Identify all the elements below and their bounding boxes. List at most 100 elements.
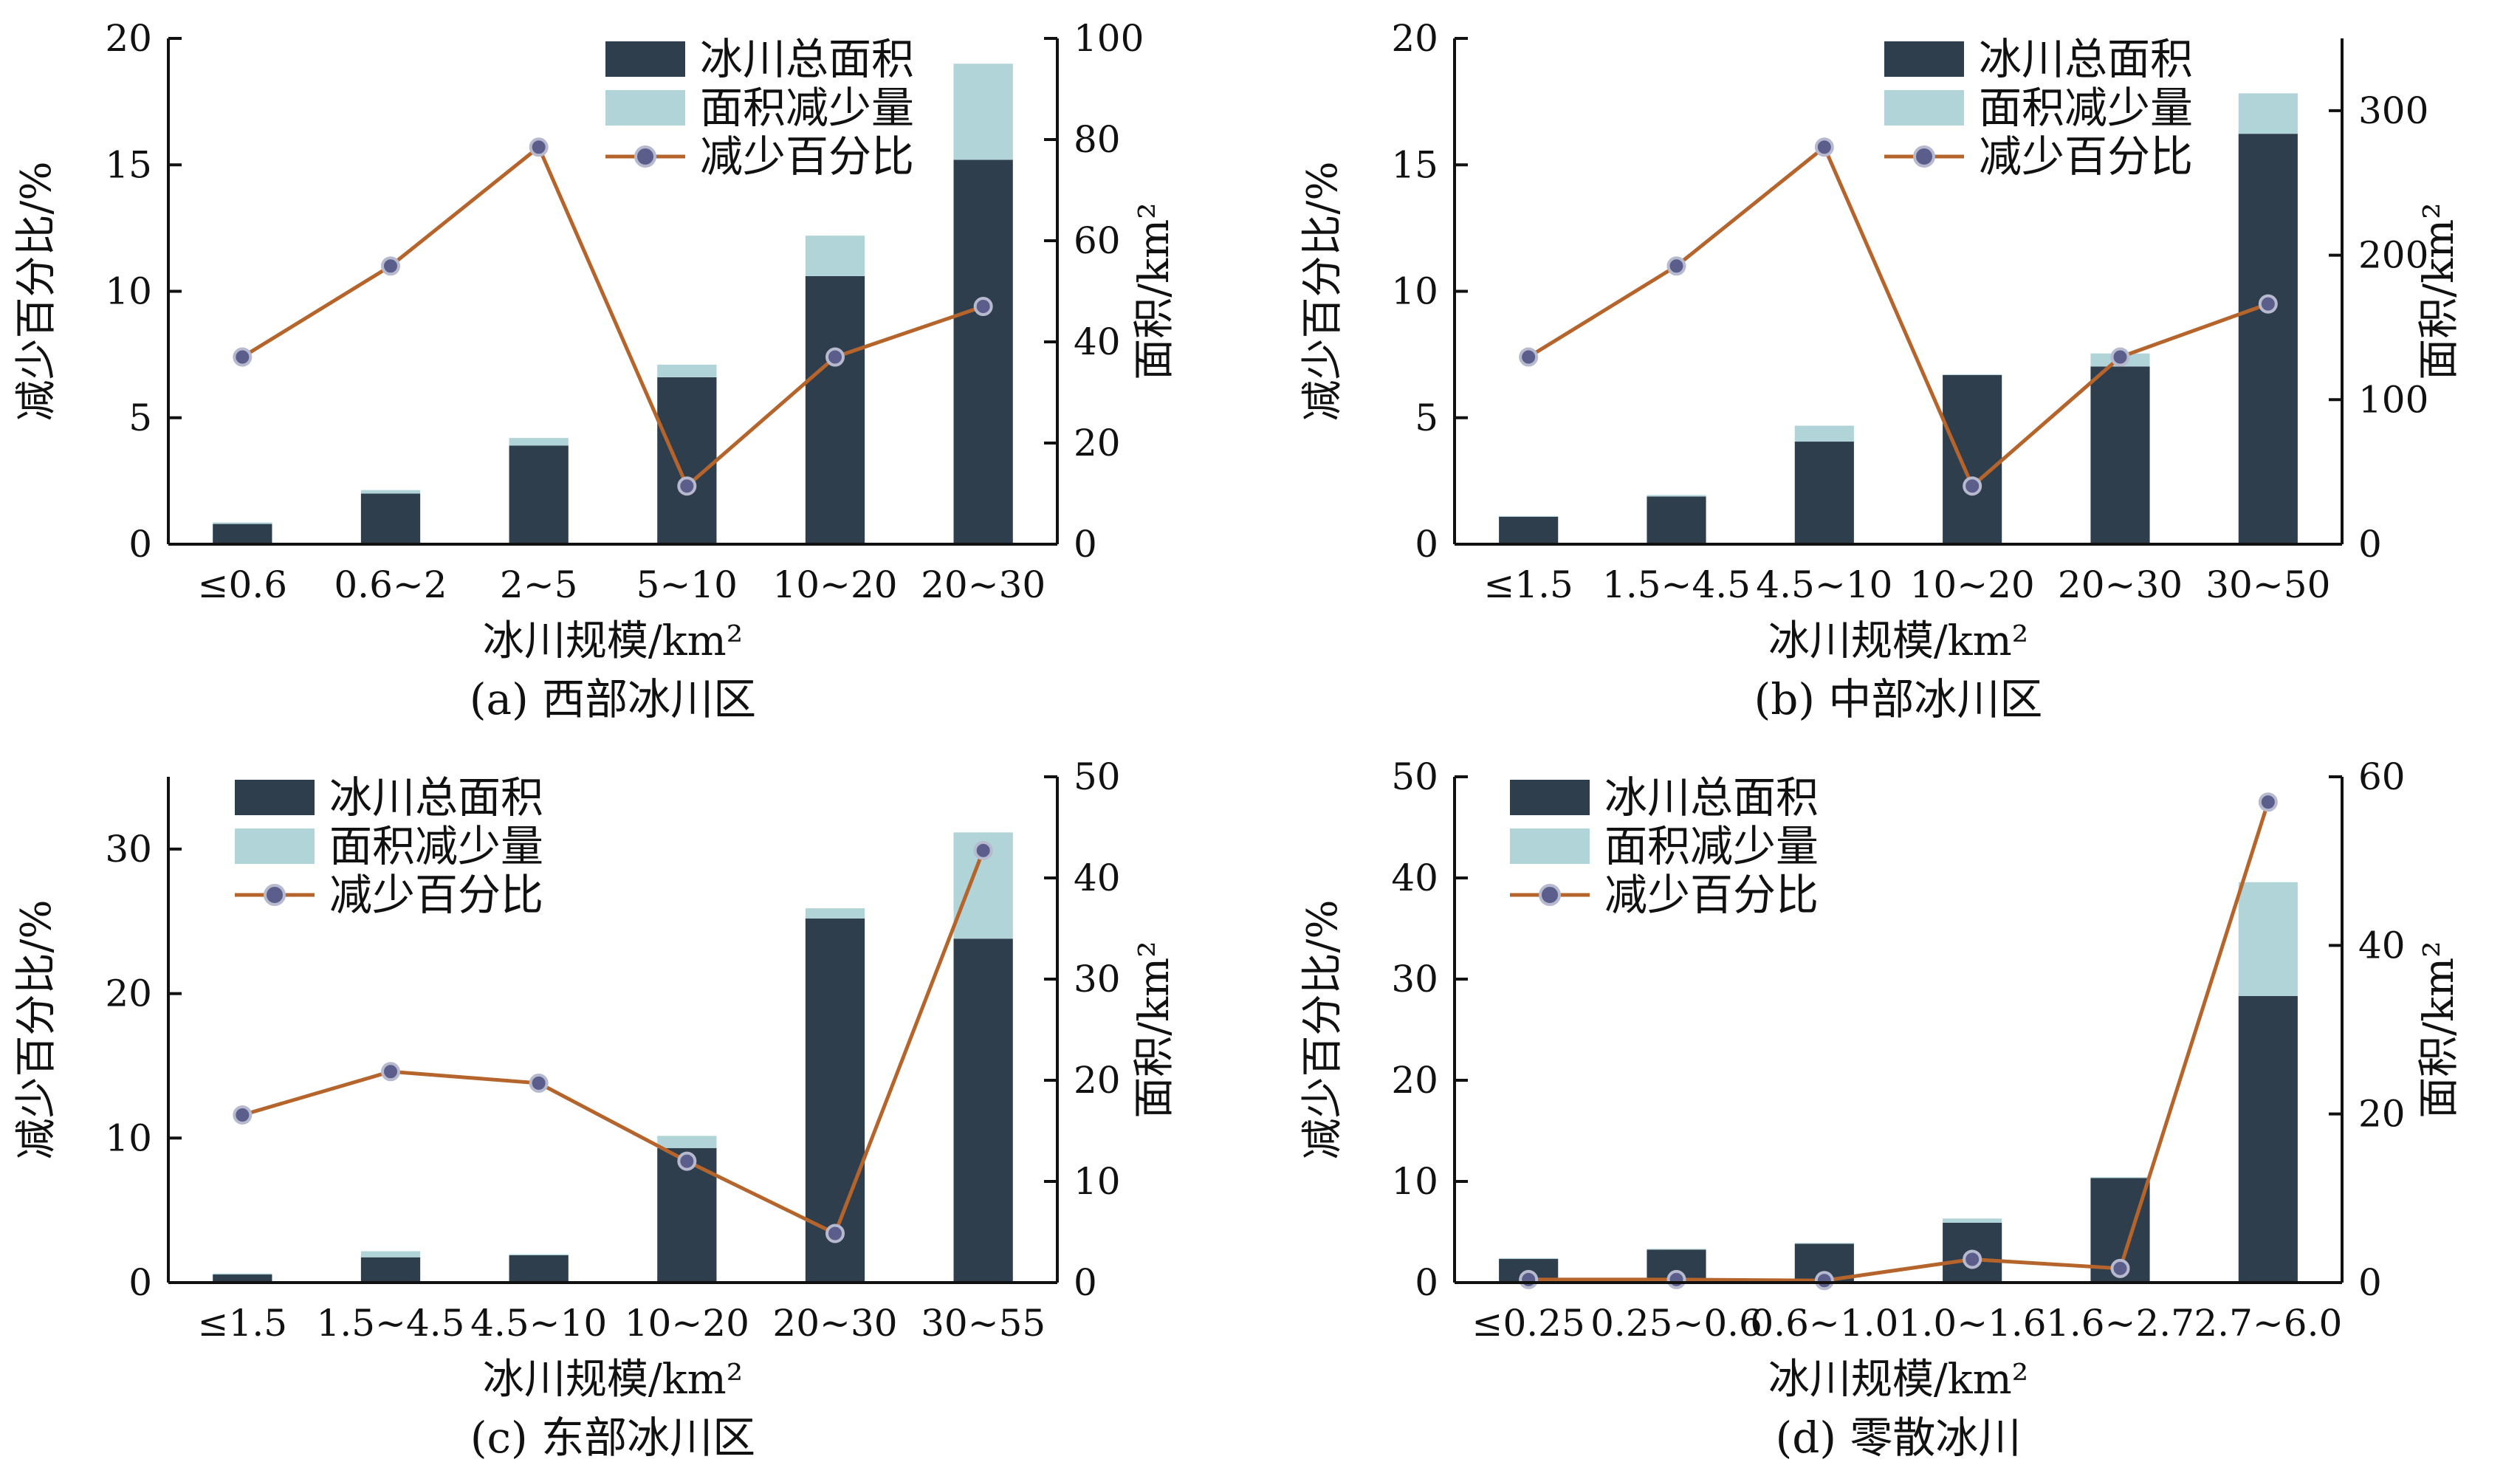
marker-percent xyxy=(825,347,845,367)
bar-area-decrease xyxy=(2090,1177,2150,1178)
bar-area-decrease xyxy=(1794,425,1854,442)
category-label: 20~30 xyxy=(772,1302,897,1345)
left-tick-label: 5 xyxy=(1415,397,1438,439)
bar-area-decrease xyxy=(1943,374,2002,376)
panel-caption: (d) 零散冰川 xyxy=(1776,1413,2022,1463)
right-tick-label: 0 xyxy=(2358,1261,2382,1304)
bar-area-decrease xyxy=(657,1136,717,1148)
category-label: 0.25~0.6 xyxy=(1590,1302,1762,1345)
legend-swatch-percent-marker xyxy=(1539,884,1561,906)
legend-swatch-total-area xyxy=(1510,780,1590,815)
bar-total-area xyxy=(1943,375,2002,544)
bar-area-decrease xyxy=(360,490,421,494)
marker-percent xyxy=(529,137,549,157)
panel-c: 0 10 20 30 0 10 20 30 40 50 ≤1.5 1.5~4.5 4.5~10 10~20… xyxy=(13,755,1178,1463)
legend-label: 冰川总面积 xyxy=(700,34,914,84)
left-tick-label: 50 xyxy=(1391,755,1438,798)
marker-percent xyxy=(1519,1269,1539,1289)
x-axis-title: 冰川规模/km² xyxy=(483,1356,743,1404)
right-tick-label: 40 xyxy=(2358,924,2406,967)
marker-percent xyxy=(973,297,993,317)
bar-area-decrease xyxy=(953,64,1013,160)
marker-percent xyxy=(973,840,993,860)
marker-percent xyxy=(1814,1271,1834,1291)
category-label: 2.7~6.0 xyxy=(2194,1302,2342,1345)
bar-total-area xyxy=(360,1257,421,1283)
category-label: 2~5 xyxy=(500,563,578,606)
bar-total-area xyxy=(2238,995,2298,1283)
legend-label: 减少百分比 xyxy=(1979,131,2193,182)
legend-label: 面积减少量 xyxy=(1604,821,1819,871)
right-tick-label: 0 xyxy=(1074,1261,1097,1304)
bar-total-area xyxy=(953,938,1013,1283)
right-tick-label: 20 xyxy=(1074,1059,1121,1102)
left-axis-title: 减少百分比/% xyxy=(13,899,61,1159)
category-label: 1.0~1.6 xyxy=(1898,1302,2047,1345)
marker-percent xyxy=(2258,294,2278,314)
legend-label: 减少百分比 xyxy=(329,870,543,920)
line-percent xyxy=(1528,801,2270,1283)
left-axis-title: 减少百分比/% xyxy=(13,161,61,421)
legend-label: 冰川总面积 xyxy=(1604,772,1819,823)
bar-area-decrease xyxy=(1499,515,1559,517)
bar-area-decrease xyxy=(360,1251,421,1257)
legend-label: 减少百分比 xyxy=(1604,870,1819,920)
bar-area-decrease xyxy=(657,364,717,377)
category-label: 10~20 xyxy=(772,563,897,606)
marker-percent xyxy=(1963,1249,1982,1269)
right-tick-label: 0 xyxy=(2358,523,2382,566)
panel-caption: (a) 西部冰川区 xyxy=(470,674,756,724)
left-tick-label: 20 xyxy=(105,17,152,60)
marker-percent xyxy=(1666,1269,1686,1289)
bar-total-area xyxy=(805,275,865,544)
legend-swatch-area-decrease xyxy=(1510,828,1590,864)
category-label: 1.6~2.7 xyxy=(2046,1302,2194,1345)
legend-swatch-percent-marker xyxy=(264,884,286,906)
bar-area-decrease xyxy=(805,236,865,276)
x-axis-title: 冰川规模/km² xyxy=(1768,617,2028,665)
category-label: 0.6~2 xyxy=(334,563,447,606)
left-tick-label: 10 xyxy=(105,270,152,313)
right-tick-label: 30 xyxy=(1074,958,1121,1001)
left-tick-label: 30 xyxy=(1391,958,1438,1001)
marker-percent xyxy=(1519,347,1539,367)
right-tick-label: 60 xyxy=(2358,755,2406,798)
left-axis-title: 减少百分比/% xyxy=(1299,161,1347,421)
left-tick-label: 10 xyxy=(1391,270,1438,313)
marker-percent xyxy=(2110,1258,2130,1278)
bar-area-decrease xyxy=(1647,495,1706,497)
marker-percent xyxy=(677,1151,697,1171)
right-axis-title: 面积/km² xyxy=(1130,202,1178,380)
left-tick-label: 20 xyxy=(1391,1059,1438,1102)
category-label: 1.5~4.5 xyxy=(1602,563,1751,606)
marker-percent xyxy=(233,347,253,367)
category-label: 5~10 xyxy=(636,563,738,606)
legend-label: 面积减少量 xyxy=(329,821,543,871)
marker-percent xyxy=(381,256,400,276)
marker-percent xyxy=(677,476,697,496)
right-axis-title: 面积/km² xyxy=(1130,941,1178,1118)
x-axis-title: 冰川规模/km² xyxy=(1768,1356,2028,1404)
right-tick-label: 100 xyxy=(1074,17,1144,60)
category-label: 20~30 xyxy=(2058,563,2183,606)
x-axis-title: 冰川规模/km² xyxy=(483,617,743,665)
right-tick-label: 100 xyxy=(2358,378,2428,421)
bar-total-area xyxy=(509,1255,569,1283)
bar-area-decrease xyxy=(2238,93,2298,134)
left-tick-label: 10 xyxy=(105,1116,152,1159)
left-tick-label: 20 xyxy=(105,972,152,1015)
marker-percent xyxy=(2110,347,2130,367)
left-tick-label: 0 xyxy=(1415,523,1438,566)
right-tick-label: 0 xyxy=(1074,523,1097,566)
legend-label: 冰川总面积 xyxy=(329,772,543,823)
category-label: ≤1.5 xyxy=(1483,563,1573,606)
right-tick-label: 60 xyxy=(1074,219,1121,262)
legend-swatch-area-decrease xyxy=(1884,90,1964,126)
category-label: 4.5~10 xyxy=(470,1302,607,1345)
marker-percent xyxy=(2258,792,2278,812)
